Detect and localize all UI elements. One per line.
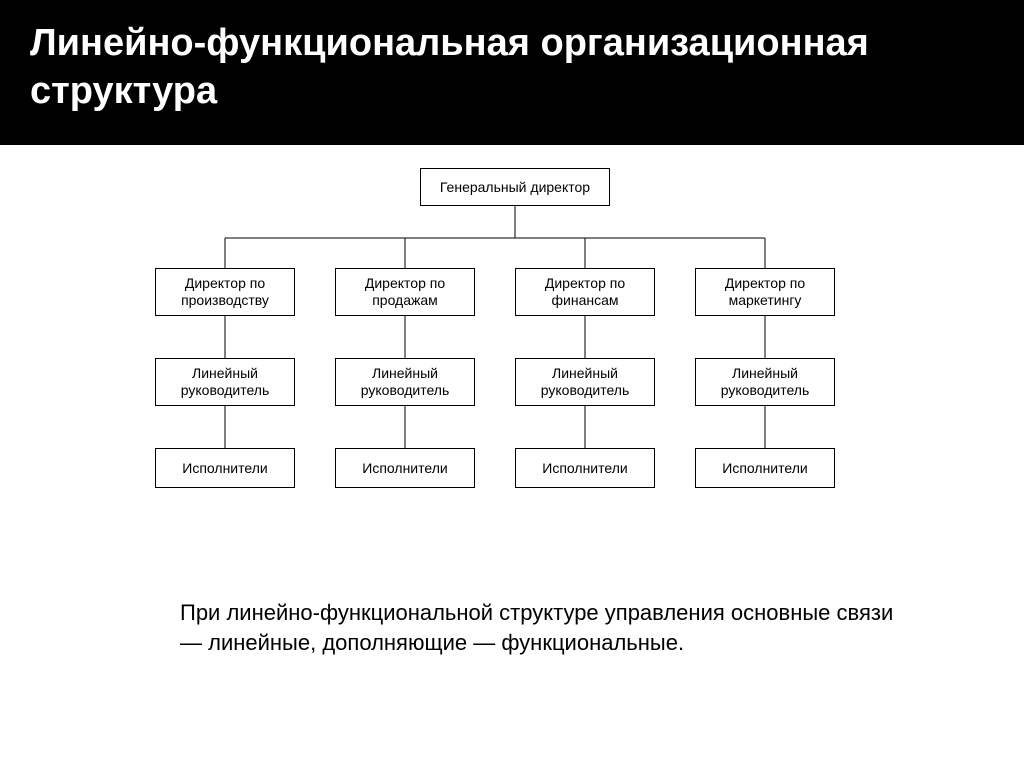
node-executor-3: Исполнители xyxy=(695,448,835,488)
node-manager-3: Линейный руководитель xyxy=(695,358,835,406)
node-director-2: Директор по финансам xyxy=(515,268,655,316)
node-manager-1: Линейный руководитель xyxy=(335,358,475,406)
node-director-0: Директор по производству xyxy=(155,268,295,316)
node-manager-2: Линейный руководитель xyxy=(515,358,655,406)
node-director-3: Директор по маркетингу xyxy=(695,268,835,316)
node-manager-0: Линейный руководитель xyxy=(155,358,295,406)
slide-title: Линейно-функциональная организационная с… xyxy=(30,20,994,115)
connector-lines xyxy=(0,148,1024,568)
node-executor-2: Исполнители xyxy=(515,448,655,488)
node-director-1: Директор по продажам xyxy=(335,268,475,316)
header: Линейно-функциональная организационная с… xyxy=(0,0,1024,148)
node-executor-0: Исполнители xyxy=(155,448,295,488)
node-executor-1: Исполнители xyxy=(335,448,475,488)
caption-text: При линейно-функциональной структуре упр… xyxy=(0,568,1024,657)
org-chart: Генеральный директор Директор по произво… xyxy=(0,148,1024,568)
node-root: Генеральный директор xyxy=(420,168,610,206)
